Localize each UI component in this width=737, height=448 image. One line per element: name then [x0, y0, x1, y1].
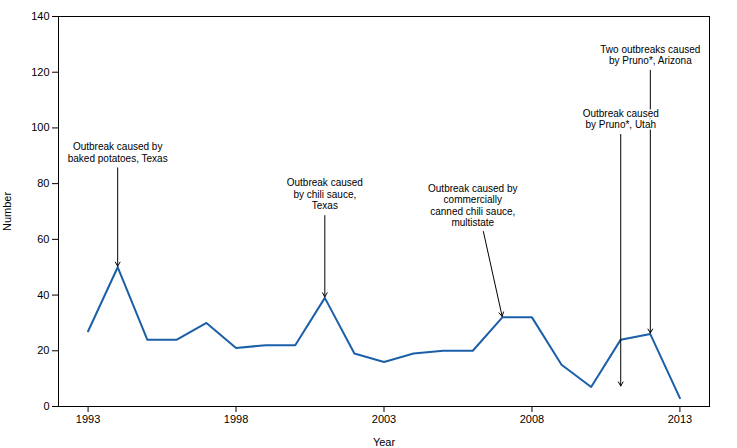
svg-text:40: 40 — [37, 289, 49, 301]
svg-text:Year: Year — [373, 436, 396, 448]
svg-text:20: 20 — [37, 344, 49, 356]
svg-text:1993: 1993 — [76, 413, 100, 425]
svg-text:0: 0 — [43, 400, 49, 412]
svg-text:1998: 1998 — [224, 413, 248, 425]
svg-text:Two outbreaks causedby Pruno*,: Two outbreaks causedby Pruno*, Arizona — [600, 44, 700, 66]
svg-text:120: 120 — [31, 66, 49, 78]
svg-text:80: 80 — [37, 177, 49, 189]
svg-text:Outbreak caused bybaked potato: Outbreak caused bybaked potatoes, Texas — [68, 141, 168, 164]
svg-text:2003: 2003 — [372, 413, 396, 425]
svg-text:2008: 2008 — [520, 413, 544, 425]
svg-text:Outbreak causedby Pruno*, Utah: Outbreak causedby Pruno*, Utah — [583, 108, 659, 130]
svg-text:2013: 2013 — [668, 413, 692, 425]
svg-text:100: 100 — [31, 121, 49, 133]
svg-text:Outbreak caused bycommercially: Outbreak caused bycommerciallycanned chi… — [428, 183, 517, 229]
svg-text:60: 60 — [37, 233, 49, 245]
svg-text:Number: Number — [1, 192, 13, 231]
svg-text:140: 140 — [31, 10, 49, 22]
svg-text:Outbreak causedby chili sauce,: Outbreak causedby chili sauce,Texas — [287, 177, 363, 211]
